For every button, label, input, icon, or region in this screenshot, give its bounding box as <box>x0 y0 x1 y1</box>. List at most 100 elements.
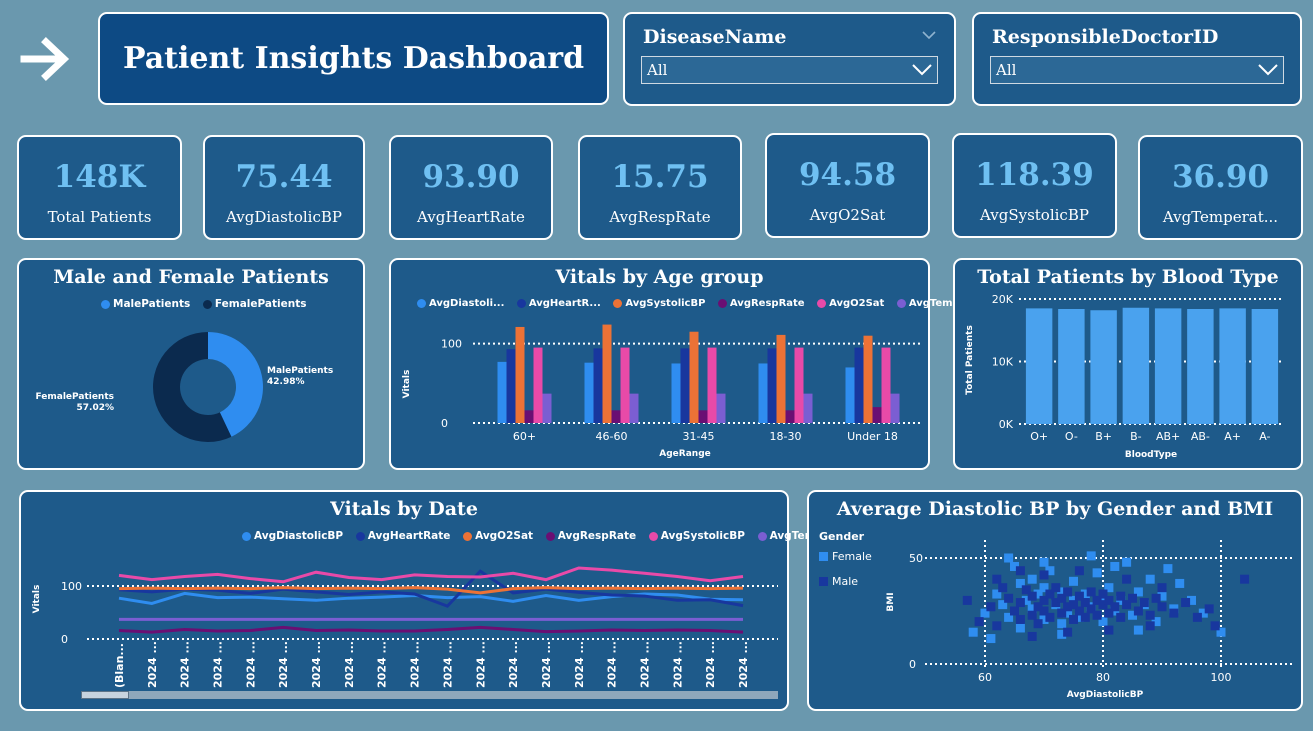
scatter-point-male[interactable] <box>1204 604 1214 614</box>
bar-AvgO2Sat[interactable] <box>620 347 630 423</box>
scatter-point-female[interactable] <box>1039 614 1049 624</box>
scatter-point-male[interactable] <box>1063 602 1073 612</box>
scatter-point-female[interactable] <box>1175 578 1185 588</box>
bar-AvgHeartRate[interactable] <box>767 348 777 423</box>
scatter-point-male[interactable] <box>1033 602 1043 612</box>
scatter-point-female[interactable] <box>1039 583 1049 593</box>
scatter-point-female[interactable] <box>1057 619 1067 629</box>
bar-AvgSystolicBP[interactable] <box>689 331 699 423</box>
scatter-point-male[interactable] <box>1069 614 1078 624</box>
scatter-point-male[interactable] <box>1086 587 1096 597</box>
scatter-point-male[interactable] <box>1157 602 1167 612</box>
scatter-point-female[interactable] <box>1010 561 1019 571</box>
scatter-point-female[interactable] <box>1086 551 1096 561</box>
bar-B+[interactable] <box>1090 310 1117 424</box>
scatter-point-male[interactable] <box>1004 593 1014 603</box>
bar-O+[interactable] <box>1025 308 1053 424</box>
scatter-point-male[interactable] <box>1122 600 1132 610</box>
bar-AvgHeartRate[interactable] <box>680 348 690 423</box>
scatter-point-male[interactable] <box>974 617 984 627</box>
scatter-point-male[interactable] <box>1086 604 1096 614</box>
scatter-point-male[interactable] <box>1110 602 1120 612</box>
scatter-point-female[interactable] <box>986 634 996 644</box>
bar-AvgTemperature[interactable] <box>890 393 900 423</box>
scatter-point-female[interactable] <box>1151 617 1161 627</box>
line-AvgO2Sat[interactable] <box>118 586 744 595</box>
scatter-point-male[interactable] <box>1128 593 1137 603</box>
scatter-point-female[interactable] <box>1104 583 1114 593</box>
bar-AvgO2Sat[interactable] <box>794 347 804 423</box>
scatter-point-male[interactable] <box>1039 570 1049 580</box>
scatter-point-female[interactable] <box>1133 625 1143 635</box>
legend-item[interactable]: AvgO2Sat <box>817 298 884 309</box>
scatter-point-male[interactable] <box>1051 598 1061 608</box>
scatter-point-male[interactable] <box>1139 598 1149 608</box>
scatter-point-female[interactable] <box>1015 623 1025 633</box>
scatter-point-male[interactable] <box>1145 610 1155 620</box>
bar-AvgRespRate[interactable] <box>872 407 882 423</box>
scatter-point-female[interactable] <box>1133 587 1143 597</box>
scatter-point-male[interactable] <box>1133 606 1143 616</box>
scatter-point-female[interactable] <box>1045 566 1055 576</box>
scatter-point-male[interactable] <box>1098 589 1108 599</box>
bar-AvgSystolicBP[interactable] <box>776 334 786 423</box>
bar-AvgO2Sat[interactable] <box>533 347 543 423</box>
bar-AvgDiastolicBP[interactable] <box>497 361 507 423</box>
scatter-point-male[interactable] <box>1074 566 1084 576</box>
scatter-point-male[interactable] <box>1045 612 1055 622</box>
scatter-point-male[interactable] <box>1169 608 1179 618</box>
scatter-point-female[interactable] <box>1157 591 1167 601</box>
scatter-point-female[interactable] <box>998 600 1008 610</box>
bar-AvgHeartRate[interactable] <box>854 347 864 423</box>
scatter-point-female[interactable] <box>1057 587 1067 597</box>
scatter-point-female[interactable] <box>1098 617 1108 627</box>
line-AvgSystolicBP[interactable] <box>118 566 744 584</box>
bar-AvgTemperature[interactable] <box>716 393 726 423</box>
scatter-point-male[interactable] <box>1104 595 1114 605</box>
bar-A+[interactable] <box>1219 308 1246 424</box>
scatter-point-female[interactable] <box>1198 608 1208 618</box>
scatter-point-female[interactable] <box>1216 627 1226 637</box>
scatter-point-female[interactable] <box>1080 589 1090 599</box>
scatter-point-female[interactable] <box>1128 610 1137 620</box>
scatter-point-male[interactable] <box>1045 589 1055 599</box>
bar-O-[interactable] <box>1058 309 1085 424</box>
scatter-point-male[interactable] <box>1116 612 1126 622</box>
scatter-point-male[interactable] <box>1104 625 1114 635</box>
legend-item[interactable]: AvgHeartR... <box>516 298 601 309</box>
legend-item[interactable]: AvgDiastoli... <box>417 298 504 309</box>
scatter-point-male[interactable] <box>1151 593 1161 603</box>
scatter-point-male[interactable] <box>1063 627 1073 637</box>
bar-AvgRespRate[interactable] <box>698 410 708 423</box>
bar-B-[interactable] <box>1122 307 1150 424</box>
scatter-point-female[interactable] <box>980 608 990 618</box>
bar-AvgSystolicBP[interactable] <box>602 324 612 423</box>
bar-AB+[interactable] <box>1154 308 1182 424</box>
legend-item-female[interactable]: Female <box>819 550 872 563</box>
scatter-point-female[interactable] <box>1021 595 1031 605</box>
bar-AvgSystolicBP[interactable] <box>863 335 873 423</box>
scatter-point-male[interactable] <box>1063 587 1073 597</box>
bar-AvgRespRate[interactable] <box>524 410 534 423</box>
scatter-point-female[interactable] <box>1004 553 1014 563</box>
scatter-point-male[interactable] <box>1033 619 1043 629</box>
scatter-point-female[interactable] <box>1110 561 1120 571</box>
legend-item[interactable]: AvgRespRate <box>717 298 805 309</box>
scatter-point-female[interactable] <box>1033 589 1043 599</box>
scatter-point-male[interactable] <box>1015 566 1025 576</box>
bar-AvgHeartRate[interactable] <box>593 348 603 423</box>
scatter-point-female[interactable] <box>1163 564 1173 574</box>
scrollbar-thumb[interactable] <box>81 691 129 699</box>
donut-slice-MalePatients[interactable] <box>208 332 263 437</box>
bar-AvgTemperature[interactable] <box>629 393 639 423</box>
scatter-point-male[interactable] <box>1051 583 1061 593</box>
bar-AvgRespRate[interactable] <box>785 410 795 423</box>
bar-AvgO2Sat[interactable] <box>707 347 717 423</box>
legend-item-female[interactable]: FemalePatients <box>202 298 307 310</box>
scatter-point-male[interactable] <box>1074 606 1084 616</box>
scatter-point-female[interactable] <box>968 627 978 637</box>
scatter-point-female[interactable] <box>1027 574 1037 584</box>
scatter-point-female[interactable] <box>1092 568 1102 578</box>
line-AvgRespRate[interactable] <box>118 625 744 634</box>
legend-item[interactable]: AvgSystolicBP <box>648 530 745 542</box>
